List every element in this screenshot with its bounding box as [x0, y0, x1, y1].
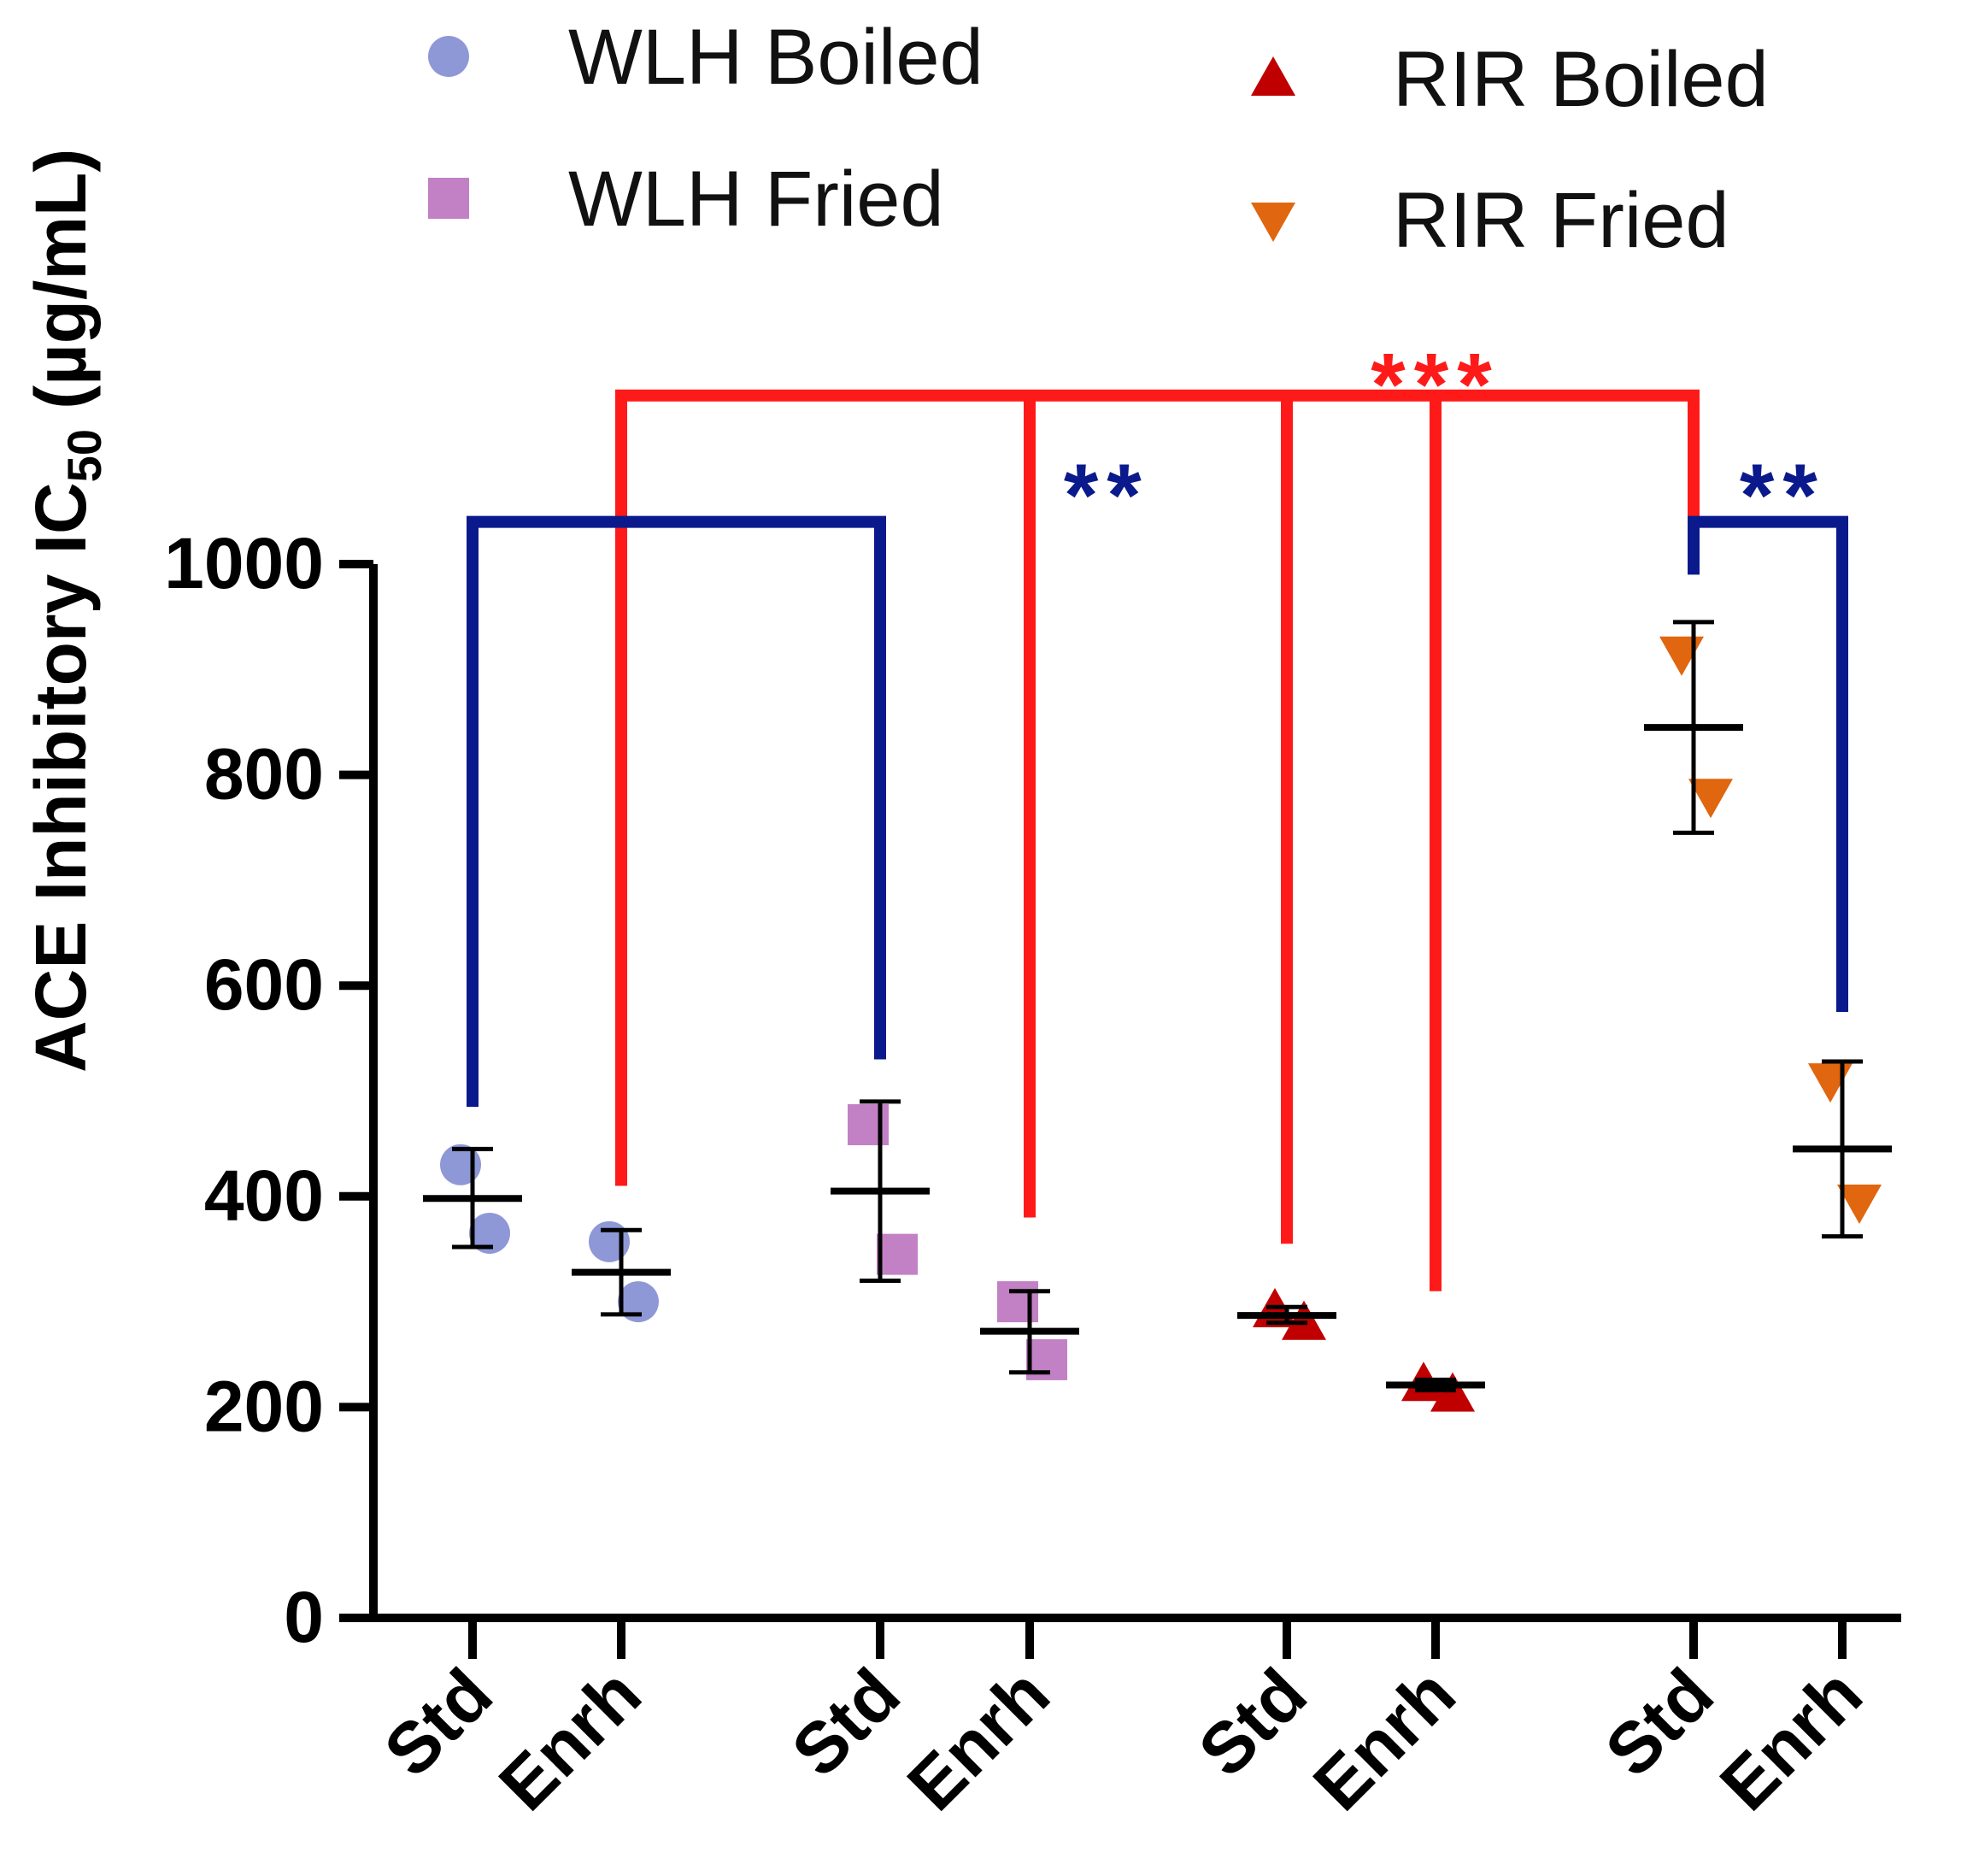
y-tick-label: 0: [284, 1577, 324, 1657]
y-tick-label: 800: [204, 734, 324, 815]
legend-marker: [1251, 203, 1295, 242]
y-tick-label: 400: [204, 1156, 324, 1236]
axis-labels: ACE Inhibitory IC50 (µg/mL): [21, 149, 111, 1073]
x-tick-label: Enrh: [484, 1653, 656, 1826]
legend-marker: [428, 36, 469, 77]
data-point: [1688, 779, 1733, 819]
data-point: [469, 1212, 510, 1254]
data-point: [589, 1220, 630, 1262]
x-tick-label: Enrh: [1298, 1653, 1471, 1826]
legend-label: RIR Boiled: [1393, 36, 1769, 123]
significance-label: ***: [1371, 336, 1500, 435]
y-tick-label: 600: [204, 944, 324, 1025]
data-point: [877, 1233, 918, 1275]
data-point: [848, 1103, 889, 1145]
x-tick-label: Enrh: [892, 1653, 1065, 1826]
significance-label: **: [1064, 446, 1150, 545]
y-axis-label: ACE Inhibitory IC50 (µg/mL): [21, 149, 111, 1073]
data-point: [1837, 1184, 1882, 1224]
legend-label: WLH Boiled: [568, 14, 984, 101]
legend-marker: [428, 178, 469, 219]
significance-brackets: ***** **: [467, 336, 1848, 1291]
data-point: [1808, 1063, 1853, 1103]
legend-label: WLH Fried: [568, 156, 944, 243]
x-tick-label: Enrh: [1705, 1653, 1877, 1826]
data-point: [1659, 636, 1704, 676]
y-tick-label: 200: [204, 1366, 324, 1446]
data-points: [423, 620, 1892, 1412]
legend-label: RIR Fried: [1393, 177, 1729, 264]
legend: WLH Boiled WLH Fried RIR Boiled RIR Fried: [428, 14, 1769, 264]
y-tick-label: 1000: [164, 523, 324, 603]
legend-marker: [1251, 56, 1295, 96]
significance-label: **: [1740, 446, 1826, 545]
data-point: [1282, 1300, 1326, 1340]
data-point: [618, 1281, 659, 1323]
data-point: [997, 1281, 1038, 1323]
